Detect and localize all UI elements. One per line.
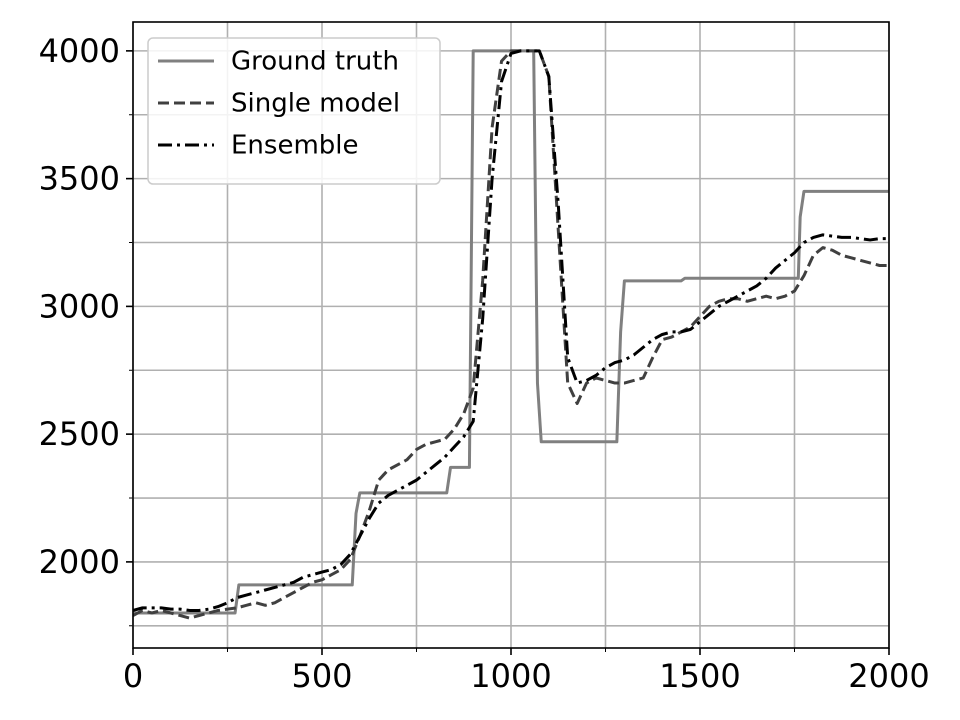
y-tick-label: 3000	[39, 287, 120, 325]
legend-box	[147, 37, 441, 185]
x-tick-label: 1000	[470, 657, 551, 695]
x-tick-label: 500	[291, 657, 352, 695]
legend: Ground truth Single model Ensemble	[147, 37, 441, 185]
y-tick-label: 4000	[39, 32, 120, 70]
legend-label: Single model	[231, 89, 400, 119]
y-tick-label: 2000	[39, 543, 120, 581]
y-tick-label: 2500	[39, 415, 120, 453]
x-tick-label: 0	[123, 657, 143, 695]
legend-label: Ground truth	[231, 47, 399, 77]
y-tick-label: 3500	[39, 160, 120, 198]
series-line	[133, 49, 889, 620]
series-line	[133, 49, 889, 612]
x-tick-label: 2000	[848, 657, 929, 695]
plot-lines	[133, 49, 889, 620]
legend-label: Ensemble	[231, 131, 359, 161]
plot-frame	[132, 21, 890, 649]
x-tick-label: 1500	[659, 657, 740, 695]
